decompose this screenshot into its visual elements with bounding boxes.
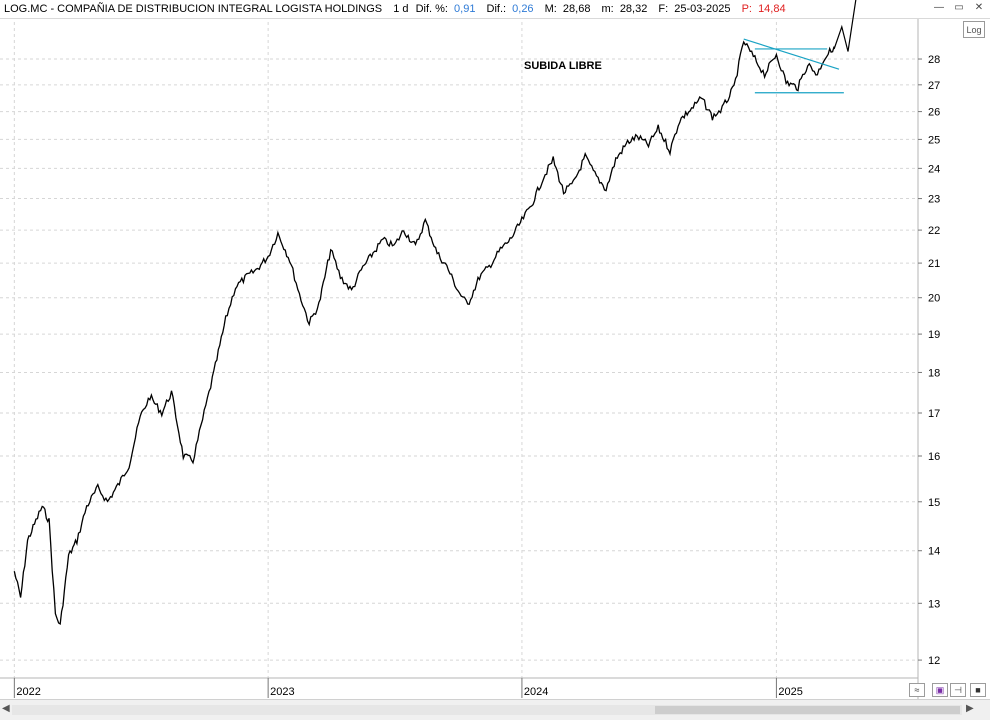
price-axis: 12 13 14 15 16 17 18 19 20 21 22 23 24 25 26 27 28	[918, 54, 940, 667]
p-value: 14,84	[758, 3, 786, 15]
pin-icon[interactable]: ⊣	[950, 683, 966, 697]
y-tick-label: 17	[928, 408, 940, 420]
y-tick-label: 20	[928, 293, 940, 305]
dif-pct-label: Dif. %:	[415, 3, 448, 15]
bottom-toolbar: ◀ ▶	[0, 699, 990, 720]
scroll-right-icon[interactable]: ▶	[966, 703, 974, 714]
max-value: 28,68	[562, 3, 591, 15]
y-tick-label: 22	[928, 225, 940, 237]
scroll-left-icon[interactable]: ◀	[2, 703, 10, 714]
minimize-icon[interactable]: —	[934, 2, 944, 13]
y-tick-label: 15	[928, 497, 940, 509]
scrollbar-track[interactable]	[12, 705, 962, 715]
log-scale-button[interactable]: Log	[963, 21, 985, 38]
dif-pct-value: 0,91	[454, 3, 476, 15]
y-tick-label: 23	[928, 194, 940, 206]
x-tick-label: 2025	[778, 686, 802, 698]
y-tick-label: 27	[928, 80, 940, 92]
min-label: m:	[601, 3, 614, 15]
ticker-title: LOG.MC - COMPAÑIA DE DISTRIBUCION INTEGR…	[4, 3, 383, 15]
dif-value: 0,26	[512, 3, 534, 15]
maximize-icon[interactable]: ▭	[954, 2, 964, 13]
window-controls: — ▭ ✕	[932, 2, 986, 14]
period-label: 1 d	[393, 3, 409, 15]
y-tick-label: 14	[928, 546, 940, 558]
min-value: 28,32	[619, 3, 648, 15]
max-label: M:	[544, 3, 557, 15]
projection-line	[833, 0, 857, 52]
grid	[0, 22, 918, 678]
date-value: 25-03-2025	[674, 3, 731, 15]
scrollbar-thumb[interactable]	[655, 706, 960, 714]
time-axis: 2022 2023 2024 2025	[13, 678, 803, 698]
color-box-icon[interactable]: ■	[970, 683, 986, 697]
x-tick-label: 2023	[270, 686, 294, 698]
y-tick-label: 24	[928, 163, 940, 175]
y-tick-label: 13	[928, 598, 940, 610]
y-tick-label: 12	[928, 655, 940, 667]
x-tick-label: 2024	[524, 686, 548, 698]
save-icon[interactable]: ▣	[932, 683, 948, 697]
p-label: P:	[741, 3, 752, 15]
projection	[833, 0, 857, 52]
price-line	[13, 40, 835, 625]
trendline	[743, 38, 840, 70]
plot-area	[0, 19, 918, 678]
chart-header: LOG.MC - COMPAÑIA DE DISTRIBUCION INTEGR…	[0, 0, 990, 19]
close-icon[interactable]: ✕	[974, 2, 984, 13]
date-label: F:	[658, 3, 669, 15]
trendlines	[743, 38, 844, 94]
y-tick-label: 19	[928, 329, 940, 341]
y-tick-label: 26	[928, 107, 940, 119]
dif-label: Dif.:	[486, 3, 507, 15]
price-series	[13, 40, 835, 625]
y-tick-label: 16	[928, 451, 940, 463]
y-tick-label: 28	[928, 54, 940, 66]
y-tick-label: 21	[928, 258, 940, 270]
y-tick-label: 18	[928, 367, 940, 379]
draw-tool-icon[interactable]: ≈	[909, 683, 925, 697]
x-tick-label: 2022	[16, 686, 40, 698]
y-tick-label: 25	[928, 134, 940, 146]
annotation-subida-libre: SUBIDA LIBRE	[524, 60, 602, 72]
